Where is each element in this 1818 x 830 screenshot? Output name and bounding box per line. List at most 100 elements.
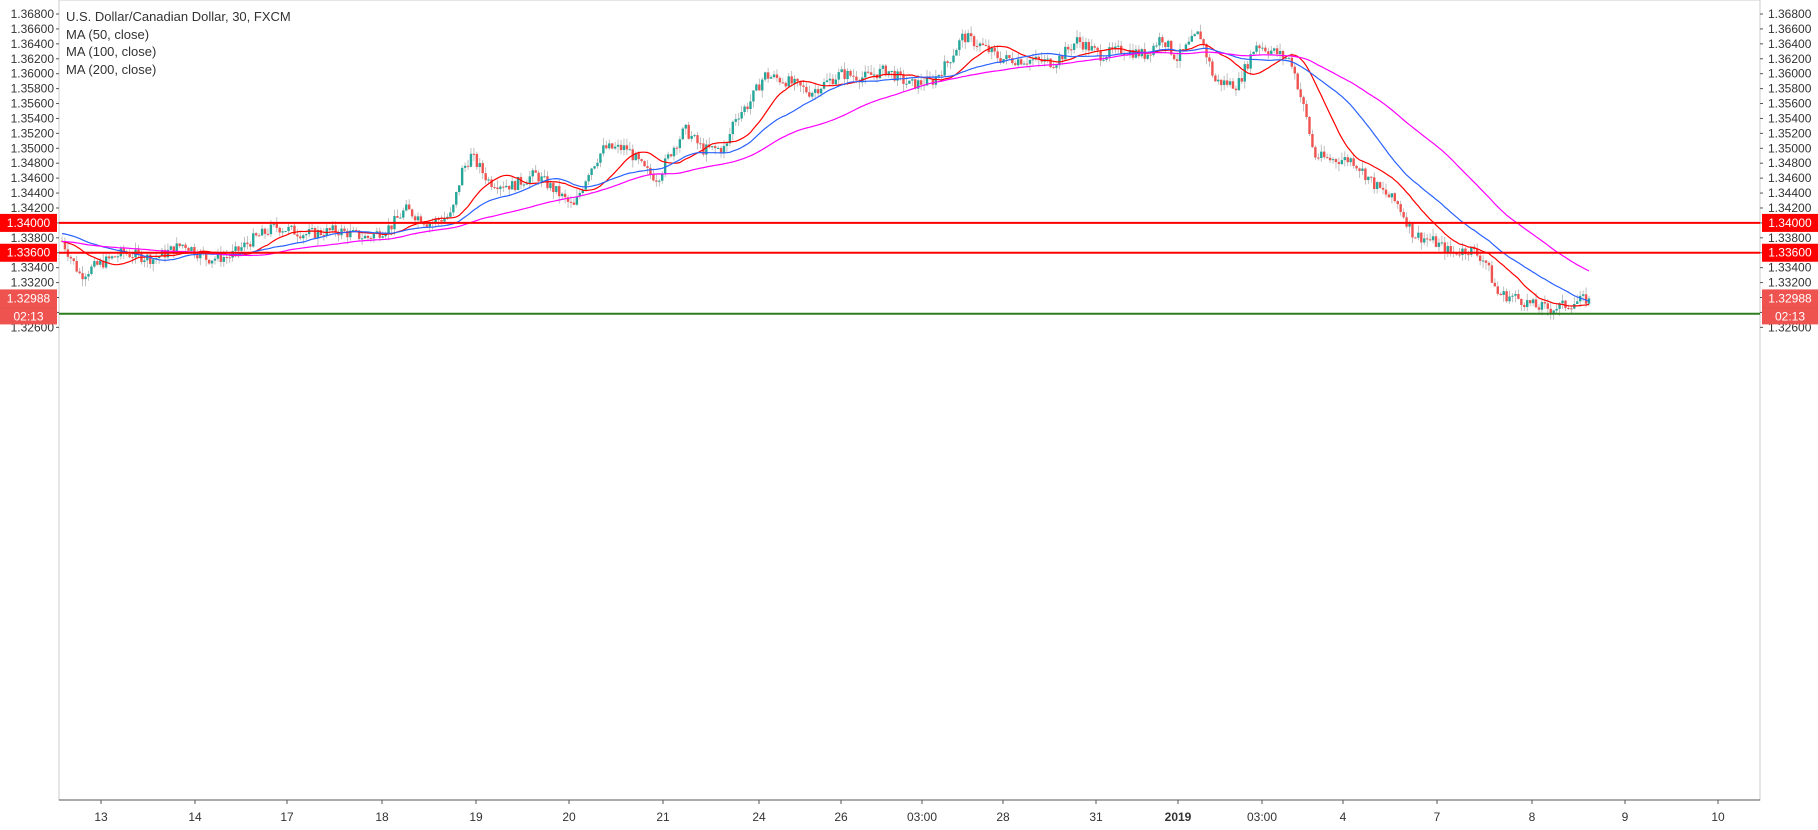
- candle-up: [890, 70, 893, 72]
- candle-up: [1058, 55, 1061, 66]
- candle-up: [405, 204, 408, 211]
- candle-down: [687, 124, 690, 139]
- candle-down: [1234, 88, 1238, 91]
- candle-up: [384, 233, 387, 237]
- candle-down: [1181, 49, 1185, 51]
- candle-up: [952, 55, 955, 63]
- candle-down: [1393, 193, 1397, 202]
- candle-down: [1052, 67, 1055, 69]
- y-tick-label-left: 1.34800: [11, 156, 55, 170]
- candle-down: [1370, 176, 1373, 178]
- candle-up: [1190, 35, 1194, 42]
- candle-down: [1311, 134, 1314, 148]
- candle-down: [719, 147, 723, 153]
- y-tick-label-right: 1.35400: [1768, 111, 1812, 125]
- candle-down: [1549, 308, 1552, 314]
- y-tick-label-right: 1.36400: [1768, 37, 1812, 51]
- candle-up: [661, 173, 664, 181]
- candle-down: [293, 225, 296, 235]
- y-tick-label-right: 1.33200: [1768, 276, 1812, 290]
- candle-down: [508, 185, 511, 190]
- y-tick-label-right: 1.35600: [1768, 97, 1812, 111]
- candle-up: [725, 143, 729, 146]
- candle-down: [410, 209, 414, 217]
- y-tick-label-right: 1.34200: [1768, 201, 1812, 215]
- candle-down: [484, 173, 487, 181]
- candle-down: [1143, 49, 1146, 59]
- candle-up: [434, 218, 437, 222]
- candle-up: [1578, 295, 1582, 302]
- candle-down: [981, 43, 985, 45]
- level-tag-right-label: 1.34000: [1768, 216, 1812, 230]
- candle-up: [916, 80, 920, 89]
- candle-down: [1220, 79, 1223, 86]
- candle-down: [1264, 47, 1267, 52]
- candle-down: [343, 228, 346, 231]
- candle-down: [1337, 162, 1341, 165]
- candle-up: [1576, 301, 1579, 305]
- level-tag-right: [1762, 213, 1818, 232]
- candle-up: [1561, 300, 1564, 304]
- candle-up: [525, 183, 529, 185]
- candle-up: [175, 243, 178, 254]
- y-tick-label-left: 1.35200: [11, 126, 55, 140]
- y-tick-label-left: 1.34200: [11, 201, 55, 215]
- candle-up: [1090, 46, 1093, 51]
- candle-down: [1434, 236, 1438, 247]
- x-tick-label: 10: [1711, 810, 1725, 824]
- candle-up: [310, 228, 314, 230]
- candle-up: [755, 84, 758, 91]
- candle-down: [969, 33, 973, 37]
- candle-down: [1267, 51, 1270, 54]
- y-tick-label-left: 1.36600: [11, 22, 55, 36]
- candle-up: [911, 79, 914, 81]
- candle-up: [819, 88, 823, 94]
- candle-down: [1025, 63, 1029, 65]
- candle-up: [487, 179, 490, 181]
- candle-down: [346, 230, 349, 238]
- candle-down: [1411, 223, 1414, 238]
- candle-down: [675, 147, 679, 149]
- candle-up: [990, 47, 993, 53]
- candle-down: [646, 166, 649, 168]
- candle-down: [1093, 46, 1096, 48]
- candle-up: [1034, 56, 1038, 60]
- countdown-tag-right: [1762, 307, 1818, 325]
- candle-down: [816, 89, 820, 94]
- candle-down: [257, 235, 261, 237]
- y-tick-label-right: 1.35800: [1768, 82, 1812, 96]
- candle-up: [1252, 51, 1255, 55]
- candle-up: [622, 145, 626, 151]
- candle-down: [1570, 308, 1573, 310]
- candle-up: [1152, 45, 1155, 56]
- candle-down: [640, 159, 643, 162]
- candle-up: [352, 230, 355, 232]
- candle-down: [1334, 159, 1338, 163]
- candle-up: [881, 65, 885, 69]
- candle-up: [1243, 64, 1246, 82]
- candle-down: [1281, 50, 1285, 58]
- candle-up: [363, 235, 367, 239]
- candle-down: [1299, 89, 1302, 98]
- candle-down: [1061, 55, 1064, 60]
- candle-down: [1296, 73, 1299, 90]
- y-tick-label-left: 1.36800: [11, 7, 55, 21]
- candle-up: [240, 247, 243, 251]
- candle-down: [746, 106, 749, 110]
- candle-down: [254, 233, 258, 236]
- y-tick-label-right: 1.36200: [1768, 52, 1812, 66]
- candle-up: [793, 78, 796, 84]
- candle-down: [81, 273, 84, 280]
- candle-up: [116, 256, 120, 258]
- y-tick-label-right: 1.34600: [1768, 171, 1812, 185]
- candle-up: [1408, 223, 1411, 227]
- candle-up: [1440, 242, 1444, 244]
- y-tick-label-right: 1.34400: [1768, 186, 1812, 200]
- candle-down: [1049, 58, 1052, 68]
- y-tick-label-right: 1.35000: [1768, 141, 1812, 155]
- candle-up: [658, 180, 661, 182]
- candle-down: [172, 246, 176, 254]
- candle-up: [593, 166, 596, 169]
- candle-down: [1202, 39, 1205, 45]
- candle-down: [534, 170, 537, 173]
